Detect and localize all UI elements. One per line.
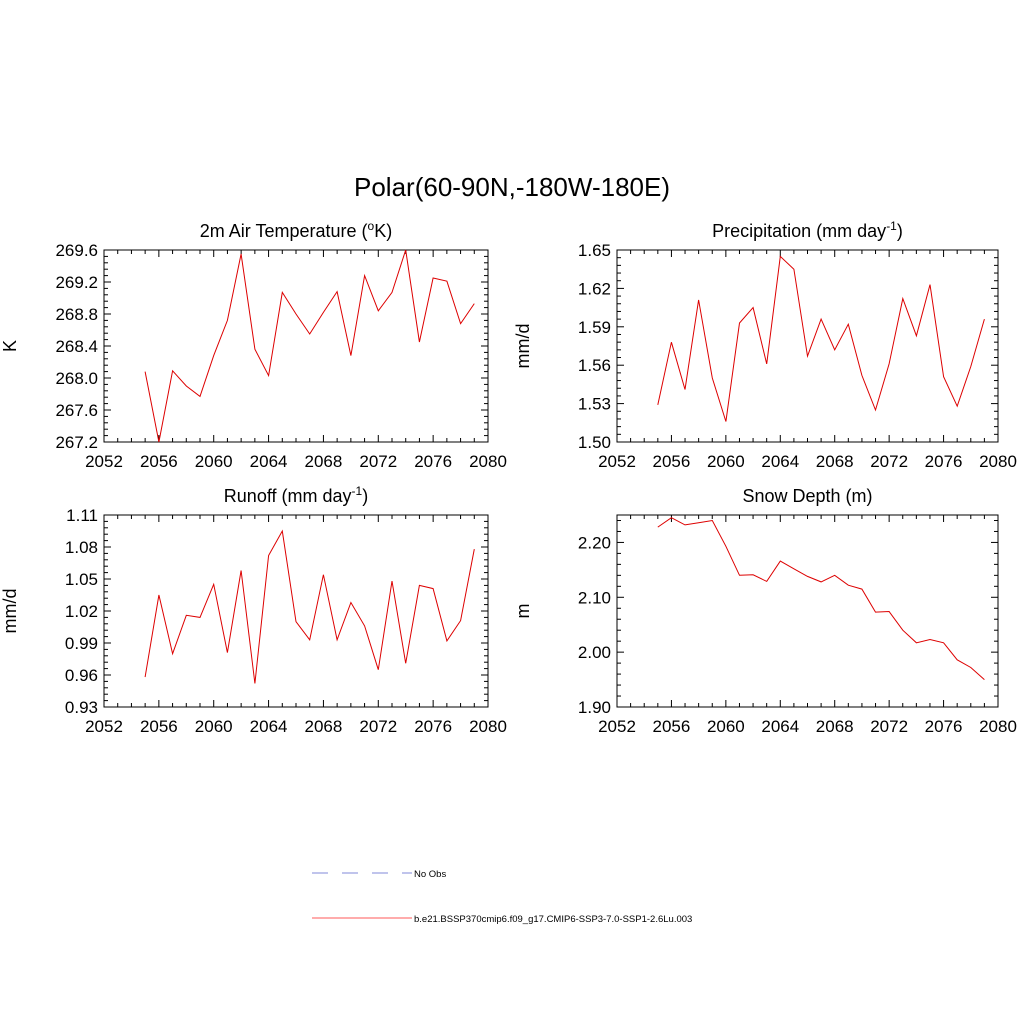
y-tick-label: 1.56 (578, 356, 611, 375)
x-tick-label: 2052 (85, 452, 123, 471)
x-tick-label: 2080 (979, 452, 1017, 471)
panel-title-superscript: o (368, 219, 375, 233)
y-tick-label: 1.90 (578, 698, 611, 717)
y-tick-label: 0.96 (65, 666, 98, 685)
series-line-precipitation (657, 255, 985, 422)
panel-title-main: Precipitation (mm day (712, 221, 886, 241)
y-tick-label: 1.50 (578, 433, 611, 452)
y-tick-label: 2.00 (578, 643, 611, 662)
x-tick-label: 2072 (870, 717, 908, 736)
panel-title-superscript: -1 (886, 219, 897, 233)
y-axis-label: mm/d (513, 324, 533, 369)
plot-frame (103, 249, 489, 443)
y-tick-label: 1.11 (66, 506, 98, 525)
x-tick-label: 2064 (761, 717, 799, 736)
panel-title-main: Runoff (mm day (224, 486, 352, 506)
y-axis-label: mm/d (0, 589, 20, 634)
x-tick-label: 2060 (195, 452, 233, 471)
y-axis-label: K (0, 340, 20, 352)
panel-title-tail: ) (362, 486, 368, 506)
series-line-runoff (144, 529, 475, 684)
plot-frame (616, 514, 999, 708)
x-tick-label: 2056 (653, 717, 691, 736)
x-tick-label: 2056 (653, 452, 691, 471)
x-tick-label: 2080 (469, 452, 507, 471)
y-tick-label: 1.59 (578, 318, 611, 337)
x-tick-label: 2060 (707, 452, 745, 471)
panels: 2052 2056 2060 2064 2068 2072 2076 2080 267.2 267… (0, 219, 1017, 736)
y-tick-label: 268.8 (55, 305, 98, 324)
panel-title-tail: K) (374, 221, 392, 241)
legend: No Obs b.e21.BSSP370cmip6.f09_g17.CMIP6-… (312, 869, 692, 925)
y-tick-label: 0.99 (65, 634, 98, 653)
plot-frame (616, 249, 999, 443)
panel-title: Snow Depth (m) (742, 486, 872, 506)
y-tick-label: 1.65 (578, 241, 611, 260)
x-tick-label: 2052 (85, 717, 123, 736)
y-tick-label: 269.2 (55, 273, 98, 292)
x-tick-label: 2060 (195, 717, 233, 736)
y-tick-label: 1.08 (65, 538, 98, 557)
x-tick-label: 2068 (816, 452, 854, 471)
series-line-air-temperature (144, 249, 475, 443)
panel-title: Precipitation (mm day-1) (712, 219, 903, 241)
x-tick-label: 2060 (707, 717, 745, 736)
plot-frame (103, 514, 489, 708)
legend-label-model: b.e21.BSSP370cmip6.f09_g17.CMIP6-SSP3-7.… (414, 914, 692, 925)
x-tick-label: 2080 (469, 717, 507, 736)
legend-label-no-obs: No Obs (414, 869, 446, 880)
y-axis-label: m (513, 604, 533, 619)
x-tick-label: 2068 (816, 717, 854, 736)
x-tick-label: 2076 (925, 452, 963, 471)
x-tick-label: 2068 (305, 717, 343, 736)
panel-runoff: 2052 2056 2060 2064 2068 2072 2076 2080 0.93 0.96… (0, 484, 507, 736)
y-tick-label: 1.53 (578, 395, 611, 414)
y-tick-label: 1.02 (65, 602, 98, 621)
panel-air-temperature: 2052 2056 2060 2064 2068 2072 2076 2080 267.2 267… (0, 219, 507, 471)
x-tick-label: 2076 (925, 717, 963, 736)
series-line-snow-depth (657, 517, 985, 680)
x-tick-label: 2068 (305, 452, 343, 471)
x-tick-label: 2072 (359, 452, 397, 471)
y-tick-label: 267.6 (55, 401, 98, 420)
panel-precipitation: 2052 2056 2060 2064 2068 2072 2076 2080 1.50 1.53… (513, 219, 1017, 471)
y-tick-label: 268.4 (55, 337, 98, 356)
y-tick-label: 0.93 (65, 698, 98, 717)
y-tick-label: 1.05 (65, 570, 98, 589)
x-tick-label: 2056 (140, 717, 178, 736)
panel-snow-depth: 2052 2056 2060 2064 2068 2072 2076 2080 1.90 2.00… (513, 486, 1017, 736)
panel-title-tail: ) (897, 221, 903, 241)
x-tick-label: 2056 (140, 452, 178, 471)
panel-title-main: 2m Air Temperature ( (200, 221, 368, 241)
panel-title: Runoff (mm day-1) (224, 484, 368, 506)
x-tick-label: 2072 (870, 452, 908, 471)
x-tick-label: 2064 (250, 452, 288, 471)
figure-title: Polar(60-90N,-180W-180E) (354, 172, 670, 202)
y-tick-label: 268.0 (55, 369, 98, 388)
x-tick-label: 2052 (598, 452, 636, 471)
y-tick-label: 267.2 (55, 433, 98, 452)
x-tick-label: 2064 (761, 452, 799, 471)
panel-title: 2m Air Temperature (oK) (200, 219, 392, 241)
y-tick-label: 2.10 (578, 588, 611, 607)
x-tick-label: 2080 (979, 717, 1017, 736)
panel-title-main: Snow Depth (m) (742, 486, 872, 506)
x-tick-label: 2064 (250, 717, 288, 736)
y-tick-label: 1.62 (578, 279, 611, 298)
x-tick-label: 2052 (598, 717, 636, 736)
x-tick-label: 2076 (414, 717, 452, 736)
y-tick-label: 2.20 (578, 533, 611, 552)
panel-title-superscript: -1 (352, 484, 363, 498)
x-tick-label: 2072 (359, 717, 397, 736)
y-tick-label: 269.6 (55, 241, 98, 260)
x-tick-label: 2076 (414, 452, 452, 471)
